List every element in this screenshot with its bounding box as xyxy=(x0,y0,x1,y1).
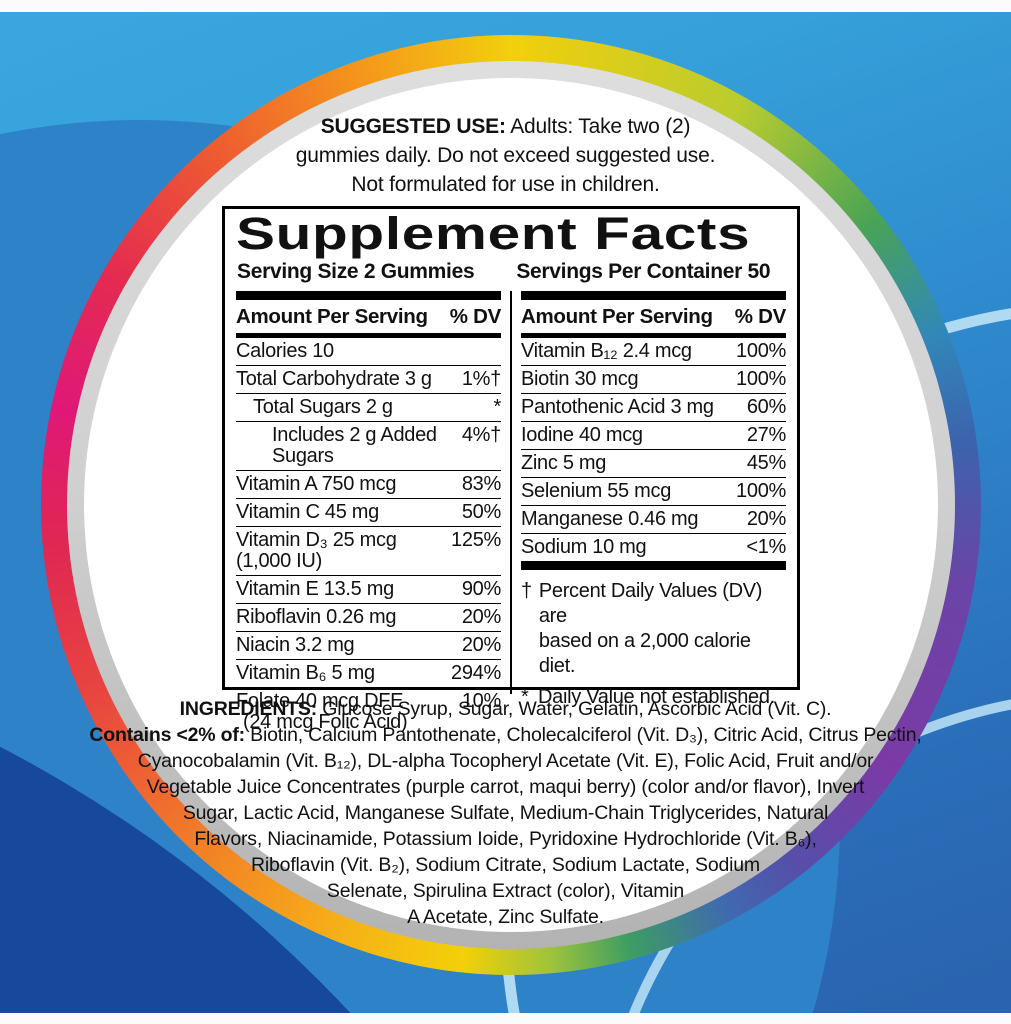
facts-column-left: Amount Per Serving % DV Calories 10 Total… xyxy=(236,291,501,733)
ingredients-line: Contains <2% of: Biotin, Calcium Pantoth… xyxy=(89,724,922,746)
nutrient-row: Zinc 5 mg 45% xyxy=(521,450,786,478)
nutrient-row: Vitamin C 45 mg 50% xyxy=(236,499,501,527)
nutrient-row: Vitamin D₃ 25 mcg (1,000 IU) 125% xyxy=(236,527,501,576)
nutrient-row: Vitamin B₁₂ 2.4 mcg 100% xyxy=(521,338,786,366)
nutrient-row: Folate 40 mcg DFE (24 mcg Folic Acid) 10% xyxy=(236,690,501,733)
ingredients-line: Sugar, Lactic Acid, Manganese Sulfate, M… xyxy=(182,802,829,824)
nutrient-row: Riboflavin 0.26 mg 20% xyxy=(236,604,501,632)
nutrient-row: Niacin 3.2 mg 20% xyxy=(236,632,501,660)
suggested-use-line-3: Not formulated for use in children. xyxy=(351,173,660,196)
supplement-facts-panel: Supplement Facts Serving Size 2 Gummies … xyxy=(222,206,800,733)
divider-bar xyxy=(521,333,786,338)
ingredients-line: Cyanocobalamin (Vit. B₁₂), DL-alpha Toco… xyxy=(137,750,874,772)
nutrient-row: Iodine 40 mcg 27% xyxy=(521,422,786,450)
divider-bar xyxy=(236,291,501,300)
ingredients-line: INGREDIENTS: Glucose Syrup, Sugar, Water… xyxy=(179,698,832,720)
nutrient-rows-left: Calories 10 Total Carbohydrate 3 g 1%† Tota… xyxy=(236,338,501,736)
facts-footnotes: † Percent Daily Values (DV) are based on a… xyxy=(521,570,786,710)
suggested-use-line-1: SUGGESTED USE: Adults: Take two (2) xyxy=(320,115,691,138)
nutrient-row: Vitamin E 13.5 mg 90% xyxy=(236,576,501,604)
nutrient-row: Calories 10 xyxy=(236,338,501,366)
facts-column-right: Amount Per Serving % DV Vitamin B₁₂ 2.4 … xyxy=(521,291,786,708)
nutrient-row: Vitamin A 750 mcg 83% xyxy=(236,471,501,499)
suggested-use-text: SUGGESTED USE: Adults: Take two (2) gumm… xyxy=(226,112,786,199)
ingredients-line: Vegetable Juice Concentrates (purple car… xyxy=(146,776,865,798)
column-header: Amount Per Serving % DV xyxy=(236,300,501,333)
serving-info: Serving Size 2 Gummies Servings Per Cont… xyxy=(236,257,786,291)
percent-dv-label: % DV xyxy=(449,305,502,328)
ingredients-line: Flavors, Niacinamide, Potassium Ioide, P… xyxy=(194,828,817,850)
percent-dv-label: % DV xyxy=(734,305,787,328)
footnote: † Percent Daily Values (DV) are based on a… xyxy=(521,580,763,677)
nutrient-row: Total Carbohydrate 3 g 1%† xyxy=(236,366,501,394)
suggested-use-line-2: gummies daily. Do not exceed suggested u… xyxy=(295,144,716,167)
serving-size: Serving Size 2 Gummies xyxy=(237,260,475,283)
ingredients-line: Selenate, Spirulina Extract (color), Vit… xyxy=(326,880,685,902)
nutrient-row: Total Sugars 2 g * xyxy=(236,394,501,422)
nutrient-row: Selenium 55 mcg 100% xyxy=(521,478,786,506)
amount-per-serving-label: Amount Per Serving xyxy=(521,305,713,328)
nutrient-row: Manganese 0.46 mg 20% xyxy=(521,506,786,534)
column-divider xyxy=(510,291,512,694)
nutrient-row: Pantothenic Acid 3 mg 60% xyxy=(521,394,786,422)
ingredients-line: Riboflavin (Vit. B₂), Sodium Citrate, So… xyxy=(251,854,760,876)
divider-bar xyxy=(521,291,786,300)
servings-per-container: Servings Per Container 50 xyxy=(516,260,771,283)
nutrient-rows-right: Vitamin B₁₂ 2.4 mcg 100% Biotin 30 mcg 100%… xyxy=(521,338,786,561)
supplement-facts-title: Supplement Facts xyxy=(236,208,751,259)
ingredients-line: A Acetate, Zinc Sulfate. xyxy=(407,906,604,928)
amount-per-serving-label: Amount Per Serving xyxy=(236,305,428,328)
suggested-use-heading: SUGGESTED USE: xyxy=(320,115,506,138)
nutrient-row: Includes 2 g Added Sugars 4%† xyxy=(236,422,501,471)
top-white-strip xyxy=(0,0,1011,12)
nutrient-row: Biotin 30 mcg 100% xyxy=(521,366,786,394)
nutrient-row: Vitamin B₆ 5 mg 294% xyxy=(236,660,501,688)
column-header: Amount Per Serving % DV xyxy=(521,300,786,333)
bottom-white-strip xyxy=(0,1013,1011,1024)
footnote: * Daily Value not established. xyxy=(521,686,775,708)
nutrient-row: Sodium 10 mg <1% xyxy=(521,536,786,558)
ingredients-text: INGREDIENTS: Glucose Syrup, Sugar, Water… xyxy=(0,696,1011,930)
divider-bar xyxy=(236,333,501,338)
divider-bar xyxy=(521,561,786,570)
